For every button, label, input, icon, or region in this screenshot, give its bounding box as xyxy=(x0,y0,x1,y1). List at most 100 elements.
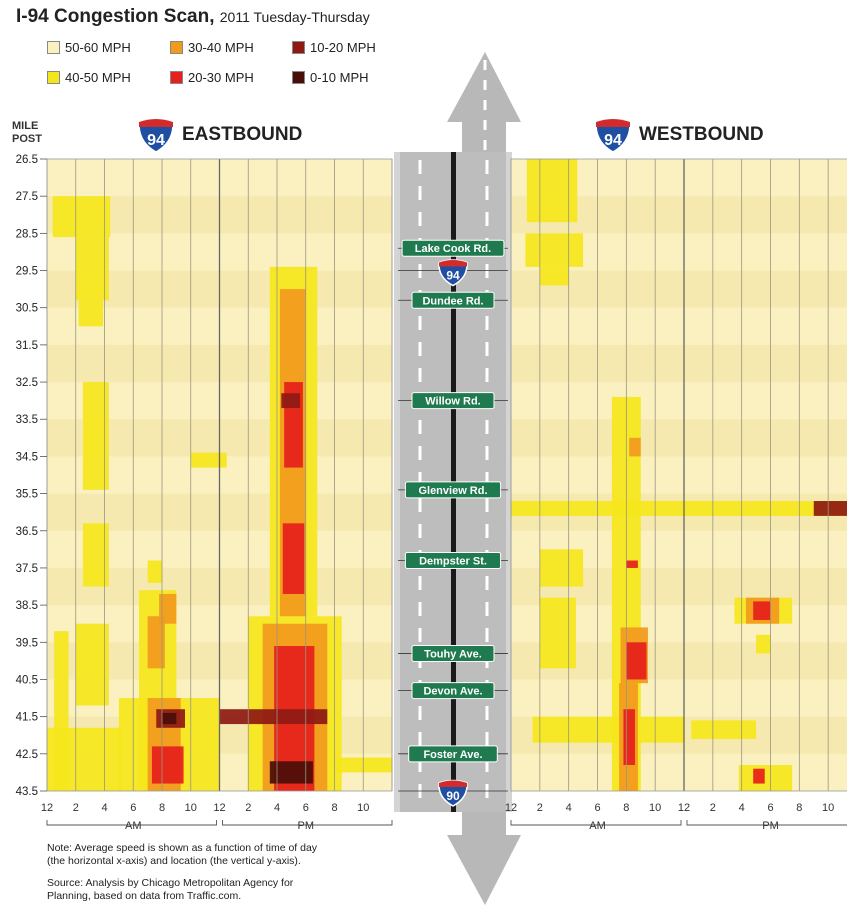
eastbound-x-tick-label: 12 xyxy=(41,802,53,814)
legend-item: 0-10 MPH xyxy=(292,70,369,85)
road-shield-number: 94 xyxy=(446,269,460,283)
eastbound-speed-cell xyxy=(269,761,313,784)
westbound-speed-cell xyxy=(691,720,757,739)
y-tick-label: 26.5 xyxy=(16,154,38,166)
eastbound-speed-cell xyxy=(52,196,111,238)
eastbound-x-tick-label: 10 xyxy=(357,802,369,814)
road-sign-label: Dempster St. xyxy=(419,556,487,568)
westbound-x-tick-label: 2 xyxy=(537,802,543,814)
westbound-title: 94 WESTBOUND xyxy=(593,116,764,154)
road-shield-number: 90 xyxy=(446,789,460,803)
eastbound-speed-cell xyxy=(162,712,177,725)
legend-label: 10-20 MPH xyxy=(310,40,376,55)
eastbound-pm-label: PM xyxy=(298,820,315,832)
westbound-speed-cell xyxy=(753,768,765,784)
westbound-speed-cell xyxy=(525,233,584,267)
legend-item: 50-60 MPH xyxy=(47,40,131,55)
eastbound-x-tick-label: 6 xyxy=(303,802,309,814)
road-sign xyxy=(411,291,495,309)
legend-swatch xyxy=(170,71,183,84)
westbound-speed-cell xyxy=(623,709,635,765)
y-tick-label: 27.5 xyxy=(16,191,38,203)
title-main: I-94 Congestion Scan, xyxy=(16,6,215,27)
eastbound-speed-cell xyxy=(282,523,305,594)
y-tick-label: 40.5 xyxy=(16,674,38,686)
westbound-speed-cell xyxy=(626,560,638,568)
westbound-stripe xyxy=(511,344,847,383)
road-signs: Lake Cook Rd. Dundee Rd. Willow Rd. Glenvie… xyxy=(398,239,508,807)
eastbound-speed-cell xyxy=(147,616,165,669)
interstate-shield-icon: 94 xyxy=(138,118,174,153)
westbound-speed-cell xyxy=(753,601,771,620)
eastbound-speed-cell xyxy=(190,452,227,468)
interstate-shield-icon: 94 xyxy=(438,259,468,287)
legend-label: 40-50 MPH xyxy=(65,70,131,85)
road-sign xyxy=(411,392,495,410)
westbound-pm-bracket xyxy=(686,820,847,826)
road-sign xyxy=(401,239,505,257)
legend-item: 10-20 MPH xyxy=(292,40,376,55)
eastbound-title: 94 EASTBOUND xyxy=(136,116,302,154)
eastbound-speed-cell xyxy=(82,382,109,490)
westbound-x-tick-label: 6 xyxy=(594,802,600,814)
legend-swatch xyxy=(47,41,60,54)
title-subtitle: 2011 Tuesday-Thursday xyxy=(219,9,370,25)
westbound-am-label: AM xyxy=(589,820,606,832)
note-line-2: (the horizontal x-axis) and location (th… xyxy=(47,855,301,867)
westbound-speed-cell xyxy=(539,266,569,286)
milepost-label-line2: POST xyxy=(12,133,42,145)
westbound-label: WESTBOUND xyxy=(639,124,764,145)
westbound-speed-cell xyxy=(526,159,578,223)
westbound-x-tick-label: 6 xyxy=(767,802,773,814)
eastbound-x-tick-label: 4 xyxy=(274,802,280,814)
westbound-heatmap: 12 2 4 6 8 10 12 2 4 6 8 10 AM PM xyxy=(505,158,847,832)
eastbound-x-tick-label: 4 xyxy=(101,802,107,814)
westbound-x-tick-label: 4 xyxy=(739,802,745,814)
eastbound-speed-cell xyxy=(159,593,177,624)
eastbound-speed-cell xyxy=(47,727,122,791)
road-sign xyxy=(404,481,502,499)
y-tick-label: 42.5 xyxy=(16,749,38,761)
road-graphic xyxy=(394,52,521,905)
chart-title: I-94 Congestion Scan, 2011 Tuesday-Thurs… xyxy=(16,6,370,28)
y-tick-label: 32.5 xyxy=(16,377,38,389)
eastbound-speed-cell xyxy=(151,746,184,784)
eastbound-pm-bracket xyxy=(222,820,393,826)
westbound-x-tick-label: 8 xyxy=(796,802,802,814)
westbound-pm-label: PM xyxy=(762,820,779,832)
westbound-speed-cell xyxy=(629,437,641,457)
eastbound-speed-cell xyxy=(147,560,162,583)
road-sign-label: Lake Cook Rd. xyxy=(415,243,491,255)
legend-label: 50-60 MPH xyxy=(65,40,131,55)
westbound-x-tick-label: 2 xyxy=(710,802,716,814)
note-block: Note: Average speed is shown as a functi… xyxy=(47,842,317,868)
eastbound-am-label: AM xyxy=(125,820,142,832)
eastbound-am-bracket xyxy=(46,820,217,826)
source-line-2: Planning, based on data from Traffic.com… xyxy=(47,890,242,902)
eastbound-x-tick-label: 8 xyxy=(159,802,165,814)
milepost-axis-label: MILE POST xyxy=(12,120,42,146)
westbound-x-tick-label: 10 xyxy=(822,802,834,814)
road-sign xyxy=(411,682,495,700)
westbound-speed-cell xyxy=(532,716,684,743)
y-tick-label: 41.5 xyxy=(16,712,38,724)
road-sign-label: Touhy Ave. xyxy=(424,648,482,660)
road-sign xyxy=(404,552,502,570)
road-sign-label: Foster Ave. xyxy=(423,749,482,761)
eastbound-heatmap: 12 2 4 6 8 10 12 2 4 6 8 10 AM PM xyxy=(41,158,393,832)
y-tick-label: 43.5 xyxy=(16,786,38,798)
westbound-am-bracket xyxy=(510,820,682,826)
eastbound-shield-number: 94 xyxy=(147,132,165,149)
road-sign xyxy=(411,644,495,662)
y-tick-label: 39.5 xyxy=(16,637,38,649)
westbound-shield-number: 94 xyxy=(604,132,622,149)
y-tick-label: 38.5 xyxy=(16,600,38,612)
eastbound-label: EASTBOUND xyxy=(182,124,303,145)
westbound-speed-cell xyxy=(539,549,584,587)
eastbound-x-tick-label: 2 xyxy=(245,802,251,814)
eastbound-speed-cell xyxy=(75,237,109,301)
westbound-stripe xyxy=(511,419,847,457)
legend-item: 30-40 MPH xyxy=(170,40,254,55)
y-tick-label: 36.5 xyxy=(16,526,38,538)
legend-swatch xyxy=(170,41,183,54)
